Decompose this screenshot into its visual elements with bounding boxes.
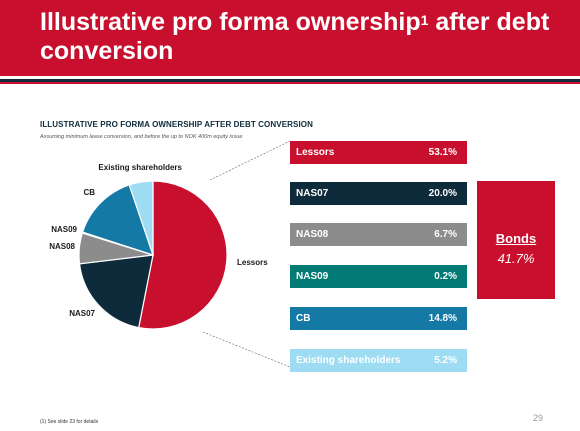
pie-label-nas07: NAS07: [69, 309, 95, 318]
title-tail: after debt: [428, 8, 550, 36]
pie-slice-cb: [81, 184, 154, 256]
title-main: Illustrative pro forma ownership: [40, 8, 421, 36]
page-title: Illustrative pro forma ownership1 after …: [40, 8, 560, 66]
legend-bar-label: NAS08: [296, 229, 329, 240]
connector-top: [209, 140, 291, 181]
legend-bar-value: 14.8%: [428, 313, 457, 324]
legend-bar-value: 0.2%: [434, 271, 457, 282]
legend-bar-cb: CB 14.8%: [290, 307, 467, 330]
pie-label-nas08: NAS08: [49, 242, 75, 251]
page-number: 29: [533, 413, 544, 423]
legend-bar-label: CB: [296, 313, 311, 324]
divider-red: [0, 82, 580, 84]
legend-bar-label: Existing shareholders: [296, 355, 401, 366]
title-banner: Illustrative pro forma ownership1 after …: [0, 0, 580, 76]
legend-bar-value: 53.1%: [428, 147, 457, 158]
chart-title: ILLUSTRATIVE PRO FORMA OWNERSHIP AFTER D…: [40, 120, 313, 129]
bonds-label: Bonds: [495, 231, 537, 246]
legend-bar-nas09: NAS09 0.2%: [290, 265, 467, 288]
title-footnote-ref: 1: [420, 12, 429, 28]
legend-bar-value: 6.7%: [434, 229, 457, 240]
legend-bar-existing-shareholders: Existing shareholders 5.2%: [290, 349, 467, 372]
connector-bottom: [202, 331, 291, 368]
pie-label-nas09: NAS09: [51, 225, 77, 234]
legend-bar-value: 20.0%: [428, 188, 457, 199]
chart-subtitle: Assuming minimum lease conversion, and b…: [40, 134, 243, 140]
legend-bar-label: NAS07: [296, 188, 329, 199]
pie-label-existing-shareholders: Existing shareholders: [98, 163, 182, 172]
pie-slice-existing-shareholders: [128, 180, 154, 256]
pie-slice-lessors: [137, 180, 228, 330]
legend-bar-label: Lessors: [296, 147, 335, 158]
title-line2: conversion: [40, 37, 174, 65]
legend-bar-lessors: Lessors 53.1%: [290, 141, 467, 164]
divider-dark: [0, 79, 580, 82]
pie-slice-nas07: [78, 254, 154, 329]
pie-label-lessors: Lessors: [237, 258, 268, 267]
footnote: (1) See slide 23 for details: [40, 419, 99, 425]
legend-bar-nas08: NAS08 6.7%: [290, 223, 467, 246]
pie-label-cb: CB: [83, 188, 95, 197]
bonds-value: 41.7%: [497, 251, 535, 266]
bonds-box: Bonds 41.7%: [477, 181, 555, 299]
legend-bar-nas07: NAS07 20.0%: [290, 182, 467, 205]
legend-bar-label: NAS09: [296, 271, 329, 282]
legend-bar-value: 5.2%: [434, 355, 457, 366]
